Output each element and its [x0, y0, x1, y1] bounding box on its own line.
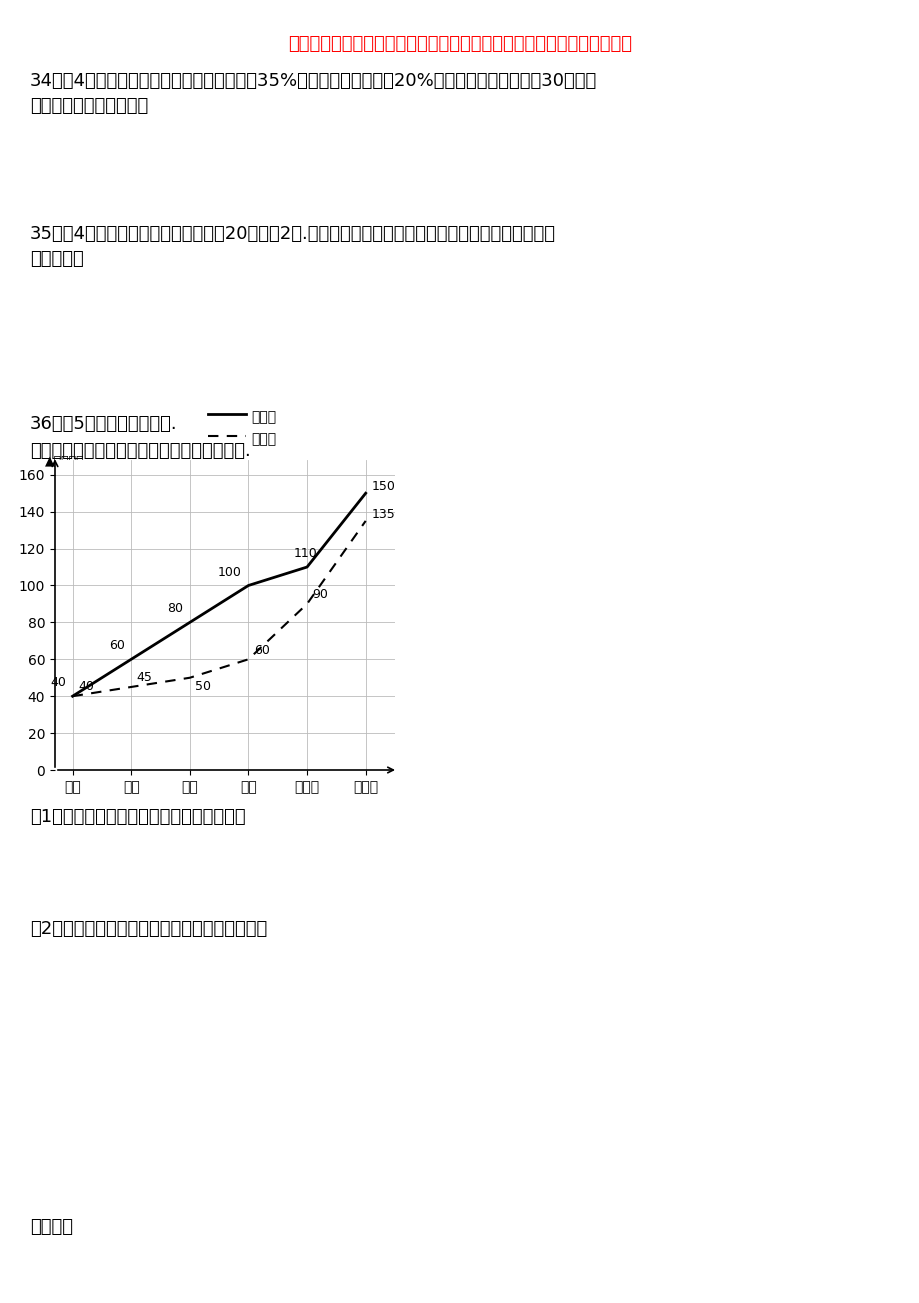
Text: 135: 135	[371, 508, 394, 521]
Text: 35．（4分）一个圆柱形水池，直径是20米，深2米.在池内的侧面和池底抹一层水泥，抹水泥的面积是多: 35．（4分）一个圆柱形水池，直径是20米，深2米.在池内的侧面和池底抹一层水泥…	[30, 225, 555, 242]
Text: 少平方米？: 少平方米？	[30, 250, 84, 268]
Text: 年寒窗苦读日，只盼金榜题名时，祝你考试拿高分，鲤鱼跳龙门！加油！: 年寒窗苦读日，只盼金榜题名时，祝你考试拿高分，鲤鱼跳龙门！加油！	[288, 35, 631, 53]
Text: 60: 60	[254, 644, 269, 657]
Text: 150: 150	[371, 481, 394, 494]
Text: 45: 45	[137, 671, 153, 684]
Text: 40: 40	[51, 676, 66, 689]
Text: ▲单位：台: ▲单位：台	[45, 455, 85, 468]
Text: 50: 50	[195, 680, 211, 693]
Text: 一车间: 一车间	[251, 410, 276, 423]
Text: 参考答案: 参考答案	[30, 1218, 73, 1237]
Text: 60: 60	[108, 640, 125, 653]
Text: 36．（5分）看图列式计算.: 36．（5分）看图列式计算.	[30, 414, 177, 433]
Text: （2）九月份二车间的产量比一车间少百分之几？: （2）九月份二车间的产量比一车间少百分之几？	[30, 920, 267, 938]
Text: （1）一车间下半年平均每季度产量是多少？: （1）一车间下半年平均每季度产量是多少？	[30, 808, 245, 826]
Text: 40: 40	[78, 680, 94, 693]
Text: 110: 110	[293, 547, 316, 560]
Text: 100: 100	[218, 566, 242, 579]
Text: 90: 90	[312, 588, 328, 601]
Text: 34．（4分）修一条公路，第一次修了全长的35%，第二次修了全长的20%，第二次比第一次少修30千米，: 34．（4分）修一条公路，第一次修了全长的35%，第二次修了全长的20%，第二次…	[30, 72, 596, 90]
Text: 这条公路全长多少千米？: 这条公路全长多少千米？	[30, 96, 148, 115]
Text: 二车间: 二车间	[251, 433, 276, 446]
Text: 东风机床厂一车间、二车间下半年产量统计图.: 东风机床厂一车间、二车间下半年产量统计图.	[30, 442, 251, 460]
Text: 80: 80	[167, 602, 184, 615]
